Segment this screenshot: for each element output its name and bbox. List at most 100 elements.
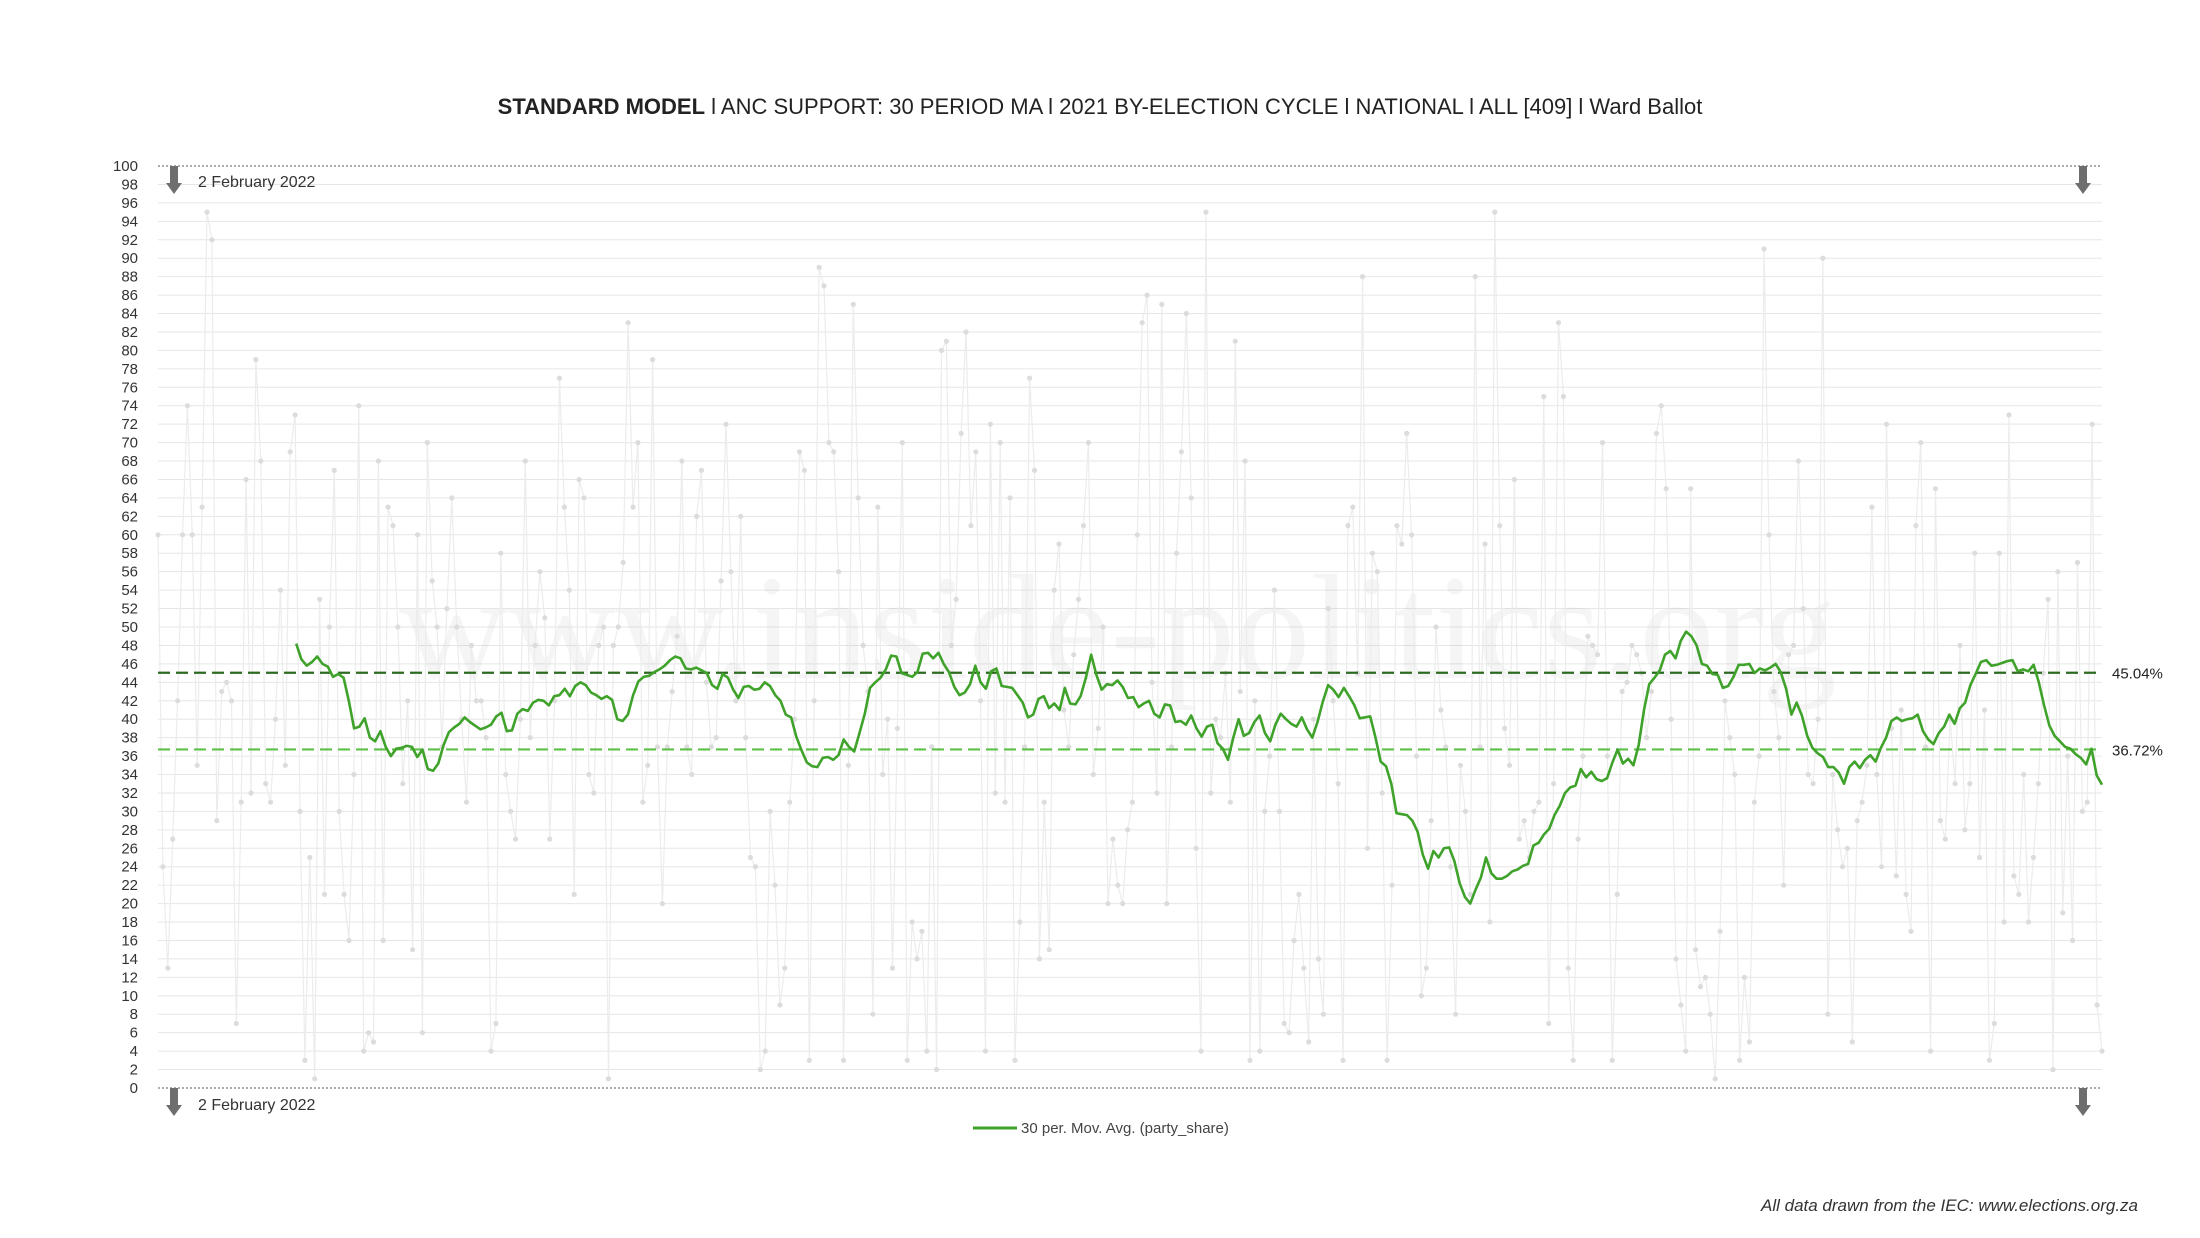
scatter-point	[1536, 799, 1542, 805]
scatter-point	[1546, 1020, 1552, 1027]
date-markers: 2 February 2022 2 February 2022	[166, 166, 2091, 1116]
scatter-point	[405, 698, 411, 704]
scatter-point	[620, 559, 626, 566]
scatter-point	[2011, 873, 2017, 879]
scatter-point	[1129, 799, 1135, 805]
scatter-point	[2084, 799, 2090, 805]
scatter-point	[645, 762, 651, 768]
scatter-point	[1218, 735, 1224, 741]
scatter-point	[1311, 716, 1317, 722]
scatter-point	[762, 1048, 768, 1054]
scatter-point	[312, 1076, 318, 1082]
scatter-point	[1306, 1039, 1312, 1045]
scatter-point	[992, 790, 998, 796]
scatter-point	[958, 430, 964, 436]
scatter-point	[1232, 338, 1238, 344]
scatter-point	[782, 965, 788, 971]
scatter-point	[424, 440, 430, 446]
scatter-point	[1663, 486, 1669, 492]
scatter-point	[194, 762, 200, 768]
scatter-point	[909, 919, 915, 925]
y-tick-label: 64	[121, 490, 138, 507]
y-tick-label: 32	[121, 785, 138, 802]
scatter-point	[297, 808, 303, 815]
scatter-point	[307, 854, 313, 861]
y-tick-label: 14	[121, 951, 138, 968]
scatter-point	[831, 449, 837, 455]
scatter-point	[934, 1067, 940, 1073]
scatter-point	[1551, 781, 1557, 787]
scatter-point	[1766, 532, 1772, 538]
scatter-point	[889, 965, 896, 971]
scatter-point	[1673, 956, 1679, 962]
scatter-point	[615, 624, 621, 630]
scatter-point	[1585, 633, 1591, 639]
scatter-point	[1908, 928, 1914, 934]
y-tick-label: 40	[121, 711, 138, 728]
scatter-point	[659, 901, 666, 907]
scatter-point	[1609, 1057, 1615, 1063]
y-tick-label: 6	[130, 1025, 138, 1042]
scatter-point	[1981, 707, 1988, 713]
scatter-point	[664, 744, 670, 750]
date-marker-label: 2 February 2022	[198, 174, 316, 191]
scatter-point	[522, 458, 528, 464]
scatter-point	[1453, 1011, 1459, 1017]
scatter-point	[429, 578, 435, 584]
scatter-point	[498, 550, 504, 556]
scatter-point	[356, 403, 362, 409]
scatter-point	[811, 698, 817, 704]
scatter-point	[1120, 901, 1126, 907]
y-tick-label: 0	[130, 1080, 138, 1097]
y-tick-label: 66	[121, 471, 138, 488]
scatter-point	[2074, 559, 2081, 566]
scatter-point	[1683, 1048, 1689, 1054]
scatter-point	[1227, 799, 1233, 805]
scatter-point	[635, 440, 641, 446]
scatter-point	[860, 642, 866, 649]
scatter-point	[537, 569, 543, 575]
scatter-point	[449, 495, 455, 501]
scatter-point	[679, 458, 685, 464]
y-tick-label: 74	[121, 398, 138, 415]
scatter-point	[1771, 688, 1777, 695]
scatter-point	[1746, 1039, 1752, 1045]
scatter-point	[885, 716, 891, 722]
scatter-point	[1859, 799, 1865, 805]
scatter-point	[1712, 1076, 1718, 1082]
scatter-point	[1644, 735, 1650, 741]
legend: 30 per. Mov. Avg. (party_share)	[973, 1120, 1229, 1137]
scatter-point	[684, 744, 690, 750]
scatter-point	[581, 495, 587, 501]
scatter-point	[1418, 993, 1424, 999]
y-tick-label: 48	[121, 637, 138, 654]
scatter-point	[1820, 255, 1826, 261]
scatter-point	[997, 440, 1003, 446]
scatter-point	[850, 301, 856, 307]
y-tick-label: 26	[121, 840, 138, 857]
scatter-series	[155, 209, 2105, 1082]
scatter-point	[341, 891, 347, 898]
scatter-point	[1159, 301, 1165, 307]
gridlines	[158, 165, 2102, 1089]
scatter-point	[2016, 891, 2022, 898]
y-tick-label: 34	[121, 767, 138, 784]
y-tick-label: 98	[121, 176, 138, 193]
scatter-point	[938, 347, 945, 353]
y-tick-label: 50	[121, 619, 138, 636]
scatter-point	[1105, 901, 1111, 907]
scatter-point	[243, 476, 249, 483]
scatter-point	[650, 357, 656, 363]
scatter-point	[1320, 1011, 1326, 1017]
scatter-point	[689, 771, 695, 778]
scatter-point	[444, 606, 450, 612]
scatter-point	[1149, 679, 1155, 685]
y-tick-label: 36	[121, 748, 138, 765]
scatter-point	[1967, 781, 1973, 787]
y-tick-label: 82	[121, 324, 138, 341]
y-tick-label: 22	[121, 877, 138, 894]
scatter-point	[1693, 947, 1699, 953]
scatter-point	[1301, 965, 1307, 971]
scatter-point	[1315, 956, 1322, 962]
scatter-point	[1502, 725, 1508, 732]
